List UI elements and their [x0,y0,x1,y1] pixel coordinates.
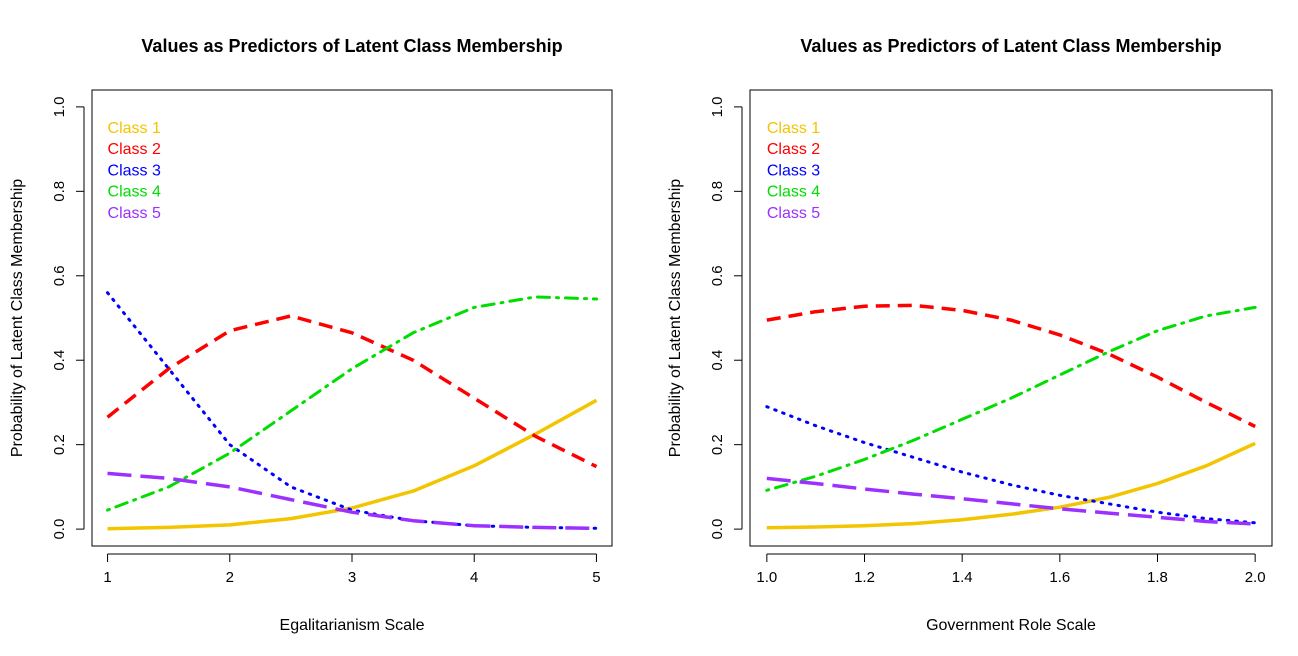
legend-entry-class-2: Class 2 [108,141,161,158]
x-tick-label: 1.8 [1147,569,1168,586]
y-tick-label: 1.0 [51,96,68,117]
series-line-class-4 [106,295,598,512]
x-tick-label: 1 [103,569,111,586]
x-tick-label: 2.0 [1245,569,1266,586]
series-line-class-5 [107,471,597,531]
series-line-class-1 [766,441,1256,530]
x-tick-label: 1.4 [952,569,973,586]
series-line-class-2 [766,303,1256,429]
plot-frame [749,89,1273,547]
x-tick-label: 5 [592,569,600,586]
series-line-class-5 [766,476,1256,526]
y-tick-label: 0.0 [709,519,726,540]
x-tick-label: 1.2 [854,569,875,586]
y-tick-label: 0.4 [709,350,726,371]
legend-entry-class-5: Class 5 [767,205,820,222]
x-tick-label: 1.6 [1049,569,1070,586]
y-tick-label: 0.8 [709,181,726,202]
chart-title: Values as Predictors of Latent Class Mem… [141,36,562,56]
x-tick-label: 1.0 [756,569,777,586]
x-tick-label: 4 [470,569,478,586]
chart-panel-1: Values as Predictors of Latent Class Mem… [9,36,613,634]
y-tick-label: 0.4 [51,350,68,371]
legend-entry-class-2: Class 2 [767,141,820,158]
legend-entry-class-1: Class 1 [767,120,820,137]
series-line-class-2 [106,314,598,469]
legend-entry-class-4: Class 4 [108,184,161,201]
x-axis-label: Egalitarianism Scale [280,617,425,634]
series-line-class-1 [107,398,598,531]
y-tick-label: 0.6 [51,265,68,286]
y-tick-label: 0.2 [709,434,726,455]
plot-frame [91,89,613,547]
legend-entry-class-3: Class 3 [767,162,820,179]
series-line-class-4 [765,305,1257,492]
y-tick-label: 0.6 [709,265,726,286]
series-line-class-3 [106,291,598,530]
legend-entry-class-1: Class 1 [108,120,161,137]
y-axis-label: Probability of Latent Class Membership [9,179,26,457]
y-tick-label: 1.0 [709,96,726,117]
legend-entry-class-3: Class 3 [108,162,161,179]
y-tick-label: 0.2 [51,434,68,455]
y-tick-label: 0.8 [51,181,68,202]
y-axis-label: Probability of Latent Class Membership [667,179,684,457]
x-tick-label: 3 [348,569,356,586]
y-tick-label: 0.0 [51,519,68,540]
x-tick-label: 2 [226,569,234,586]
series-line-class-3 [765,405,1257,525]
legend-entry-class-5: Class 5 [108,205,161,222]
x-axis-label: Government Role Scale [926,617,1096,634]
chart-panel-2: Values as Predictors of Latent Class Mem… [667,36,1273,634]
chart-title: Values as Predictors of Latent Class Mem… [800,36,1221,56]
legend-entry-class-4: Class 4 [767,184,820,201]
